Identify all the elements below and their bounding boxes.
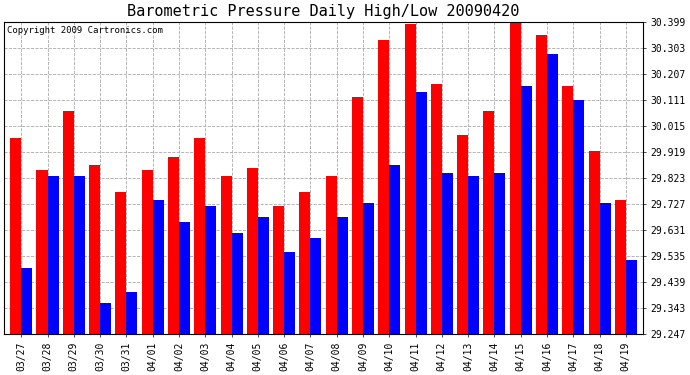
Bar xyxy=(63,111,74,334)
Bar xyxy=(89,165,100,334)
Bar xyxy=(404,24,415,334)
Bar xyxy=(378,40,389,334)
Bar xyxy=(626,260,637,334)
Bar xyxy=(126,292,137,334)
Bar xyxy=(536,35,547,334)
Bar xyxy=(284,252,295,334)
Bar xyxy=(310,238,322,334)
Bar xyxy=(221,176,232,334)
Bar xyxy=(168,157,179,334)
Bar xyxy=(205,206,216,334)
Bar xyxy=(258,216,269,334)
Bar xyxy=(352,97,363,334)
Bar xyxy=(562,87,573,334)
Bar xyxy=(510,16,521,334)
Bar xyxy=(589,152,600,334)
Bar xyxy=(495,173,506,334)
Bar xyxy=(100,303,111,334)
Bar xyxy=(74,176,85,334)
Bar xyxy=(299,192,310,334)
Bar xyxy=(179,222,190,334)
Title: Barometric Pressure Daily High/Low 20090420: Barometric Pressure Daily High/Low 20090… xyxy=(128,4,520,19)
Bar xyxy=(389,165,400,334)
Bar xyxy=(521,87,532,334)
Bar xyxy=(141,171,152,334)
Bar xyxy=(484,111,495,334)
Bar xyxy=(37,171,48,334)
Bar xyxy=(547,54,558,334)
Bar xyxy=(21,268,32,334)
Bar xyxy=(326,176,337,334)
Bar xyxy=(273,206,284,334)
Bar xyxy=(115,192,126,334)
Bar xyxy=(337,216,348,334)
Bar xyxy=(600,203,611,334)
Bar xyxy=(457,135,468,334)
Text: Copyright 2009 Cartronics.com: Copyright 2009 Cartronics.com xyxy=(8,26,164,35)
Bar xyxy=(48,176,59,334)
Bar xyxy=(415,92,426,334)
Bar xyxy=(194,138,205,334)
Bar xyxy=(615,200,626,334)
Bar xyxy=(468,176,479,334)
Bar xyxy=(232,233,243,334)
Bar xyxy=(247,168,258,334)
Bar xyxy=(573,100,584,334)
Bar xyxy=(442,173,453,334)
Bar xyxy=(431,84,442,334)
Bar xyxy=(363,203,374,334)
Bar xyxy=(152,200,164,334)
Bar xyxy=(10,138,21,334)
